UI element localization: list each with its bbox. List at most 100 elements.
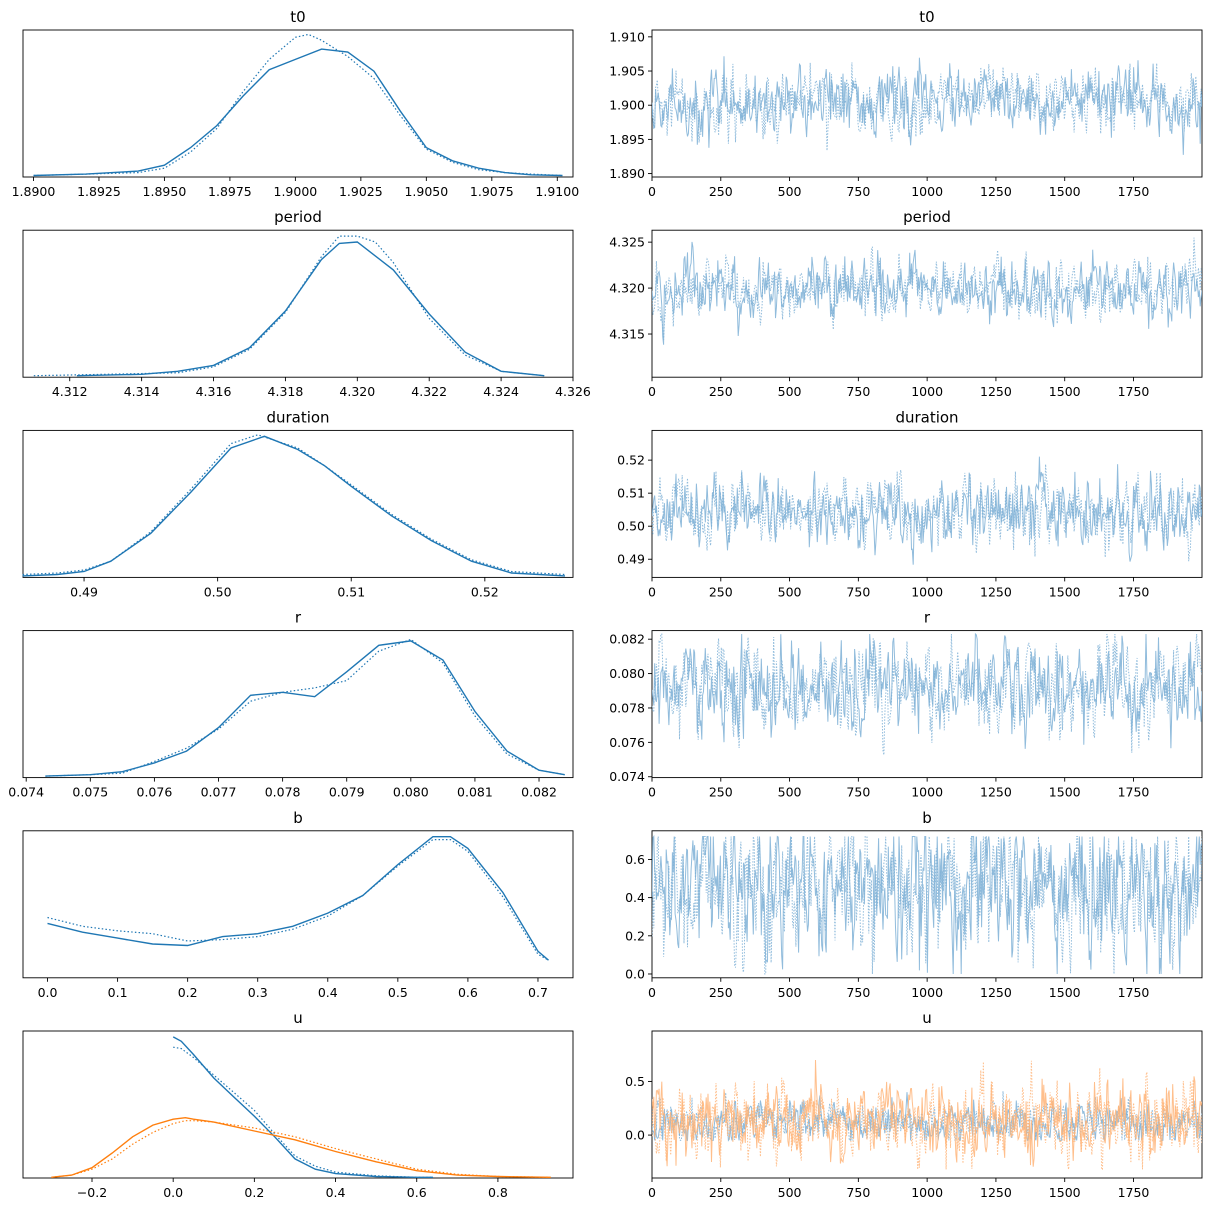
x-tick-label: 750	[846, 1185, 870, 1200]
x-tick-label: 0.50	[204, 584, 232, 599]
y-tick-label: 0.50	[617, 519, 645, 534]
trace-line-r-0-chain1	[652, 633, 1202, 755]
y-tick-label: 1.910	[609, 29, 645, 44]
panel-title: u	[293, 1009, 303, 1027]
x-tick-label: 750	[846, 384, 870, 399]
x-tick-label: 1750	[1118, 384, 1150, 399]
trace-line-period-0-chain1	[652, 237, 1202, 340]
panel-title: period	[274, 208, 322, 226]
x-tick-label: 0.5	[388, 985, 408, 1000]
plot-area	[652, 1059, 1202, 1170]
x-tick-label: 250	[709, 184, 733, 199]
x-tick-label: 0	[648, 785, 656, 800]
x-tick-label: 250	[709, 985, 733, 1000]
axes-frame	[22, 1030, 574, 1179]
x-tick-label: 500	[778, 785, 802, 800]
y-tick-label: 4.320	[609, 281, 645, 296]
kde-panel-r: 0.074 0.075 0.076 0.077 0.078 0.079 0.080 0.081…	[8, 609, 574, 800]
x-tick-label: 0.080	[393, 785, 429, 800]
panel-title: duration	[266, 408, 329, 426]
x-tick-label: 1000	[911, 1185, 943, 1200]
x-tick-label: 0.077	[201, 785, 237, 800]
x-tick-label: 4.320	[339, 384, 375, 399]
y-tick-label: 0.078	[609, 700, 645, 715]
x-tick-label: 0.3	[248, 985, 268, 1000]
x-tick-label: 1.9100	[535, 184, 579, 199]
x-tick-label: 250	[709, 1185, 733, 1200]
kde-line-t0-0	[33, 48, 563, 177]
x-tick-label: 0	[648, 584, 656, 599]
trace-panel-b: 0 250 500 750 1000 1250 1500 1750 0.0 0.2 0.4 0.6 b	[625, 809, 1203, 1000]
kde-line-b-1	[47, 838, 549, 961]
trace-panel-u: 0 250 500 750 1000 1250 1500 1750 0.0 0.5 u	[625, 1009, 1203, 1200]
plot-area	[652, 56, 1202, 155]
axes-frame	[22, 429, 574, 578]
x-tick-label: 1000	[911, 785, 943, 800]
kde-line-u-0	[172, 1036, 433, 1179]
plot-area	[652, 834, 1202, 975]
kde-panel-duration: 0.49 0.50 0.51 0.52 duration	[22, 408, 574, 599]
x-tick-label: 1250	[980, 985, 1012, 1000]
x-tick-label: 0.51	[337, 584, 365, 599]
x-tick-label: 1000	[911, 584, 943, 599]
x-tick-label: 4.314	[124, 384, 160, 399]
kde-line-duration-1	[22, 434, 566, 576]
x-tick-label: 1500	[1049, 184, 1081, 199]
x-tick-label: 1500	[1049, 985, 1081, 1000]
x-tick-label: 250	[709, 384, 733, 399]
trace-panel-r: 0 250 500 750 1000 1250 1500 1750 0.074 0.076 0.07…	[609, 609, 1203, 800]
x-tick-label: 1000	[911, 184, 943, 199]
y-tick-label: 1.895	[609, 132, 645, 147]
x-tick-label: 1500	[1049, 384, 1081, 399]
x-tick-label: 0	[648, 384, 656, 399]
x-tick-label: 0.2	[244, 1185, 264, 1200]
y-tick-label: 0.5	[625, 1074, 645, 1089]
panel-title: b	[922, 809, 932, 827]
x-tick-label: 1750	[1118, 985, 1150, 1000]
x-tick-label: 250	[709, 785, 733, 800]
trace-line-duration-0-chain1	[652, 464, 1202, 562]
x-tick-label: 1500	[1049, 1185, 1081, 1200]
x-tick-label: 0.6	[458, 985, 478, 1000]
y-tick-label: 0.6	[625, 852, 645, 867]
trace-panel-t0: 0 250 500 750 1000 1250 1500 1750 1.890 1.895 1.90…	[609, 8, 1203, 199]
x-tick-label: 1500	[1049, 584, 1081, 599]
trace-line-u-0-chain1	[652, 1091, 1202, 1141]
y-tick-label: 0.0	[625, 966, 645, 981]
axes-frame	[22, 830, 574, 979]
axes-frame	[22, 630, 574, 779]
x-tick-label: 0.081	[457, 785, 493, 800]
x-tick-label: 0.0	[38, 985, 58, 1000]
x-tick-label: 1.9000	[274, 184, 318, 199]
x-tick-label: 1750	[1118, 1185, 1150, 1200]
x-tick-label: 750	[846, 584, 870, 599]
y-tick-label: 0.074	[609, 769, 645, 784]
y-tick-label: 0.2	[625, 928, 645, 943]
x-tick-label: 1.9050	[404, 184, 448, 199]
kde-line-u-3	[51, 1120, 551, 1178]
x-tick-label: 1000	[911, 985, 943, 1000]
x-tick-label: 1750	[1118, 184, 1150, 199]
x-tick-label: 0.1	[108, 985, 128, 1000]
trace-line-r-0-chain0	[652, 632, 1202, 749]
panel-title: r	[295, 609, 302, 627]
x-tick-label: 0.0	[163, 1185, 183, 1200]
axes-frame	[22, 29, 574, 178]
y-tick-label: 4.325	[609, 235, 645, 250]
x-tick-label: 4.324	[483, 384, 519, 399]
x-tick-label: 750	[846, 985, 870, 1000]
x-tick-label: 1.9075	[470, 184, 514, 199]
kde-panel-b: 0.0 0.1 0.2 0.3 0.4 0.5 0.6 0.7 b	[22, 809, 574, 1000]
y-tick-label: 0.076	[609, 735, 645, 750]
x-tick-label: 1.9025	[339, 184, 383, 199]
x-tick-label: −0.2	[77, 1185, 107, 1200]
y-tick-label: 1.905	[609, 64, 645, 79]
x-tick-label: 0	[648, 184, 656, 199]
x-tick-label: 4.312	[52, 384, 88, 399]
x-tick-label: 0	[648, 985, 656, 1000]
kde-line-b-0	[47, 836, 549, 961]
y-tick-label: 4.315	[609, 327, 645, 342]
trace-line-b-0-chain0	[652, 834, 1202, 975]
x-tick-label: 0.4	[318, 985, 338, 1000]
x-tick-label: 500	[778, 1185, 802, 1200]
